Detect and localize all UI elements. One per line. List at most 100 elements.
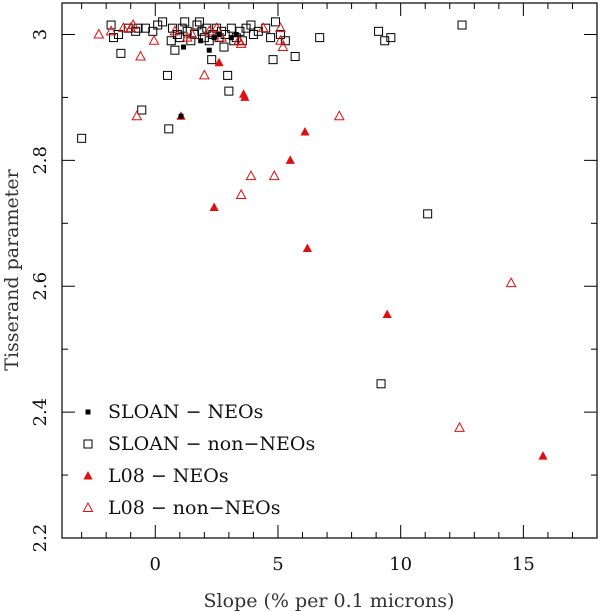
data-point — [277, 41, 289, 52]
legend-item: L08 − NEOs — [83, 465, 229, 487]
data-point — [457, 20, 467, 30]
data-point — [211, 22, 223, 33]
plot-frame — [61, 2, 598, 539]
legend-item: L08 − non−NEOs — [82, 497, 280, 519]
legend-label: L08 − non−NEOs — [108, 497, 280, 519]
data-point — [169, 25, 181, 36]
data-point — [333, 110, 345, 121]
data-point — [268, 55, 278, 65]
data-point — [117, 22, 129, 33]
x-tick-label: 0 — [150, 554, 161, 575]
data-point — [148, 34, 160, 45]
legend-marker — [83, 439, 93, 449]
data-point — [178, 113, 184, 119]
data-point — [109, 33, 119, 43]
data-point — [228, 35, 234, 41]
data-point — [207, 55, 217, 65]
data-point — [148, 26, 158, 36]
x-tick-label: 5 — [272, 554, 283, 575]
data-point — [219, 42, 229, 52]
data-point — [181, 31, 193, 42]
series-0 — [178, 31, 239, 119]
data-point — [135, 50, 146, 61]
data-point — [105, 25, 117, 36]
y-tick-label: 3 — [30, 29, 51, 40]
data-point — [125, 22, 137, 33]
data-point — [216, 31, 222, 37]
data-point — [235, 26, 245, 36]
data-points — [77, 17, 548, 460]
data-point — [235, 188, 247, 199]
data-point — [194, 17, 204, 27]
data-point — [248, 29, 258, 39]
series-3 — [93, 18, 517, 432]
data-point — [376, 379, 386, 389]
data-point — [93, 28, 105, 39]
y-tick-label: 2.2 — [30, 524, 51, 553]
data-point — [315, 33, 325, 43]
data-point — [131, 110, 143, 121]
data-point — [505, 277, 517, 288]
legend-label: SLOAN − non−NEOs — [108, 433, 315, 455]
legend-marker — [83, 471, 93, 480]
data-point — [214, 57, 224, 67]
data-point — [538, 451, 548, 460]
data-point — [158, 17, 168, 27]
data-point — [153, 20, 163, 30]
data-point — [203, 25, 215, 36]
data-point — [198, 69, 210, 80]
data-point — [226, 23, 236, 33]
data-point — [192, 20, 202, 30]
data-point — [163, 70, 173, 80]
data-point — [240, 92, 250, 101]
tick-labels: 0 5 10 15 2.2 2.4 2.6 2.8 3 — [30, 29, 535, 575]
data-point — [206, 47, 212, 53]
data-point — [177, 23, 187, 33]
x-tick-label: 15 — [512, 554, 535, 575]
data-point — [199, 33, 209, 43]
y-tick-label: 2.8 — [30, 146, 51, 175]
data-point — [223, 70, 233, 80]
data-point — [245, 170, 257, 181]
data-point — [233, 31, 239, 37]
data-point — [209, 202, 219, 212]
y-tick-label: 2.6 — [30, 272, 51, 301]
legend-label: L08 − NEOs — [108, 465, 229, 487]
legend-marker — [82, 501, 94, 512]
data-point — [300, 127, 310, 136]
data-point — [268, 170, 280, 181]
data-point — [170, 45, 180, 55]
x-tick-label: 10 — [389, 554, 412, 575]
data-point — [285, 155, 295, 164]
data-point — [137, 105, 147, 115]
data-point — [116, 48, 126, 58]
data-point — [275, 29, 285, 39]
data-point — [211, 35, 217, 41]
data-point — [175, 33, 185, 43]
axis-ticks — [62, 3, 597, 539]
data-point — [224, 86, 234, 96]
data-point — [302, 243, 313, 252]
x-axis-label: Slope (% per 0.1 microns) — [204, 590, 455, 612]
legend: SLOAN − NEOs SLOAN − non−NEOs L08 − NEOs L0… — [82, 401, 315, 519]
data-point — [164, 124, 174, 134]
data-point — [235, 37, 247, 48]
data-point — [241, 23, 251, 33]
legend-item: SLOAN − NEOs — [85, 401, 263, 423]
data-point — [266, 33, 276, 43]
legend-item: SLOAN − non−NEOs — [83, 433, 315, 455]
y-tick-label: 2.4 — [30, 398, 51, 427]
series-1 — [77, 17, 467, 389]
data-point — [386, 33, 396, 43]
data-point — [274, 34, 286, 45]
data-point — [180, 17, 190, 27]
data-point — [274, 22, 286, 33]
data-point — [374, 26, 384, 36]
y-axis-label: Tisserand parameter — [1, 168, 23, 370]
data-point — [380, 36, 390, 46]
series-2 — [176, 57, 548, 460]
data-point — [198, 38, 204, 44]
data-point — [166, 36, 176, 46]
data-point — [197, 26, 207, 36]
